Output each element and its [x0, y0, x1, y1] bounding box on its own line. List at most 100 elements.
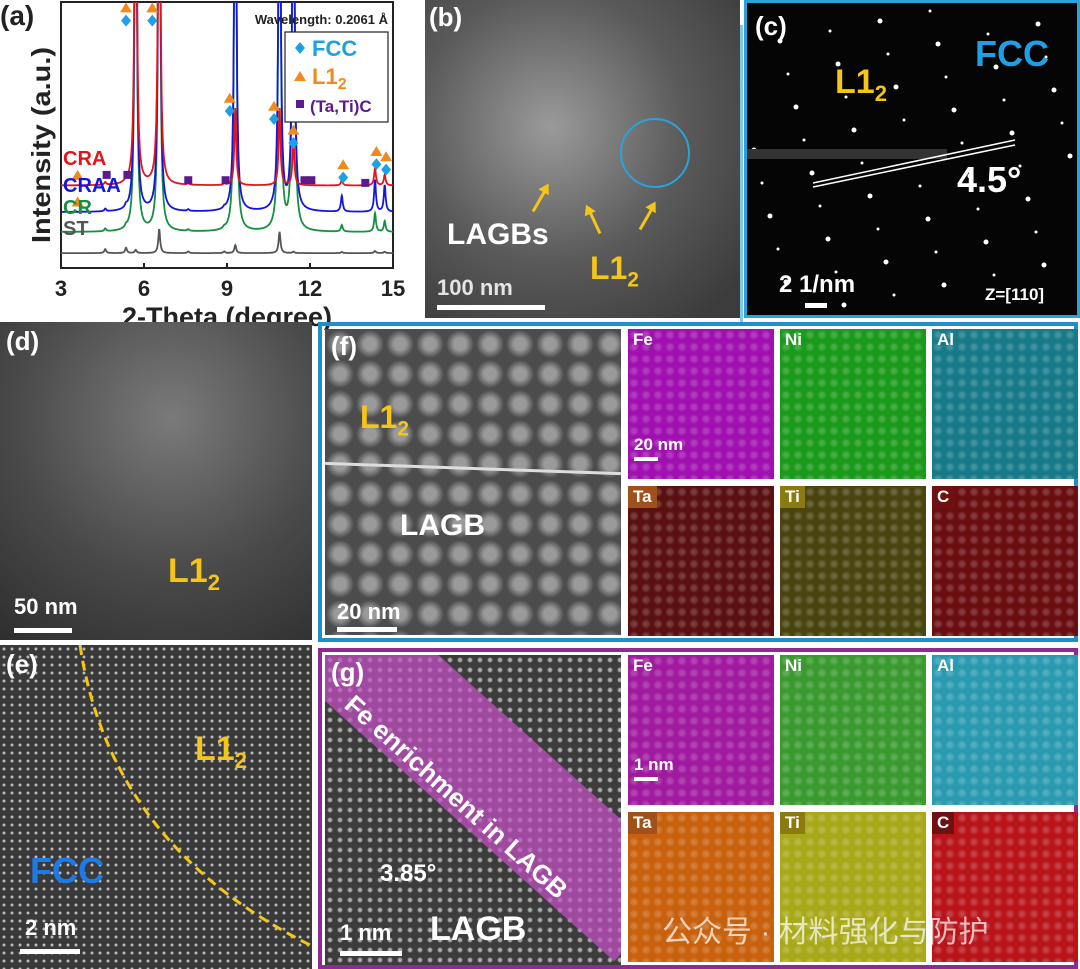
panel-f-image: (f) L12 LAGB 20 nm — [325, 329, 621, 635]
diffraction-spot — [883, 259, 889, 265]
element-map-c: C — [932, 812, 1078, 962]
scale-label: 20 nm — [337, 599, 401, 624]
x-tick-label: 6 — [138, 276, 150, 301]
fcc-label: FCC — [975, 33, 1049, 74]
scale-bar — [805, 303, 827, 308]
phase-marker-square — [361, 178, 370, 187]
diffraction-spot — [902, 118, 906, 122]
scale-bar — [20, 949, 80, 954]
diffraction-spot — [867, 193, 873, 199]
phase-marker-diamond — [121, 14, 132, 27]
phase-boundary — [78, 645, 311, 947]
diffraction-spot — [1067, 153, 1073, 159]
scale-bar — [14, 628, 72, 633]
diffraction-spot — [851, 127, 857, 133]
element-map-ni: Ni — [780, 655, 926, 805]
element-label: Ti — [780, 486, 805, 508]
phase-marker-diamond — [269, 113, 280, 126]
diffraction-spot — [793, 104, 799, 110]
panel-d-label: (d) — [6, 326, 40, 356]
phase-marker-triangle — [71, 196, 84, 207]
diffraction-spot — [1060, 121, 1064, 125]
element-label: C — [932, 486, 955, 508]
element-map-ti: Ti — [780, 486, 926, 636]
element-map-al: Al — [932, 655, 1078, 805]
connector-line — [740, 25, 743, 325]
beam-stopper — [747, 149, 947, 159]
element-label: Fe — [633, 330, 653, 349]
series-label-craa: CRAA — [63, 175, 121, 197]
diffraction-spot — [1035, 21, 1041, 27]
diffraction-spot — [841, 302, 847, 308]
diffraction-spot — [934, 250, 938, 254]
x-tick-label: 3 — [55, 276, 67, 301]
phase-marker-diamond — [381, 163, 392, 176]
angle-line — [812, 144, 1016, 188]
l12-label: L12 — [195, 730, 247, 773]
diffraction-spot — [876, 227, 880, 231]
map-scale-bar — [634, 777, 658, 781]
angle-label: 3.85° — [380, 860, 437, 887]
panel-a-label: (a) — [0, 0, 35, 31]
panel-f: (f) L12 LAGB 20 nm Fe 20 nm Ni Al Ta Ti C — [318, 322, 1078, 642]
diffraction-spot — [877, 18, 883, 24]
diffraction-spot — [760, 181, 764, 185]
element-label: Ta — [628, 812, 657, 834]
element-label: Al — [937, 330, 954, 349]
diffraction-spot — [918, 184, 922, 188]
scale-label: 1 nm — [340, 920, 392, 945]
diffraction-spot — [886, 52, 890, 56]
diffraction-spot — [935, 41, 941, 47]
element-label: Ti — [780, 812, 805, 834]
diffraction-spot — [1051, 87, 1057, 93]
angle-line — [812, 139, 1016, 184]
legend-marker-diamond — [295, 42, 305, 54]
diffraction-spot — [834, 270, 838, 274]
arrow — [638, 204, 656, 231]
diffraction-spot — [983, 239, 989, 245]
phase-marker-triangle — [146, 2, 159, 13]
diffraction-spot — [941, 282, 947, 288]
phase-marker-square — [123, 170, 132, 179]
wavelength-annotation: Wavelength: 0.2061 Å — [255, 12, 389, 27]
y-axis-label: Intensity (a.u.) — [26, 47, 56, 243]
phase-marker-triangle — [120, 2, 133, 13]
panel-c-label: (c) — [755, 11, 787, 41]
phase-marker-triangle — [71, 169, 84, 180]
diffraction-spot — [783, 279, 789, 285]
element-label: Al — [937, 656, 954, 675]
diffraction-spot — [1034, 230, 1038, 234]
diffraction-spot — [967, 173, 973, 179]
zone-axis-label: Z=[110] — [985, 285, 1045, 304]
phase-marker-triangle — [337, 159, 350, 170]
scale-bar — [340, 951, 402, 956]
phase-marker-triangle — [287, 124, 300, 135]
legend-marker-triangle — [294, 71, 306, 81]
xrd-chart: 3 6 9 12 152-Theta (degree)Intensity (a.u.)W… — [26, 1, 405, 330]
scale-label: 100 nm — [437, 275, 513, 300]
element-map-ta: Ta — [628, 486, 774, 636]
map-scale-bar — [634, 457, 658, 461]
panel-d-image: (d) L12 50 nm — [0, 322, 312, 640]
phase-marker-triangle — [223, 92, 236, 103]
l12-label: L12 — [168, 552, 220, 595]
scale-bar — [437, 305, 545, 310]
panel-e-hrtem: (e) L12 FCC 2 nm — [0, 645, 312, 969]
diffraction-spot — [809, 170, 815, 176]
diffraction-spot — [976, 207, 980, 211]
diffraction-spot — [1002, 98, 1006, 102]
diffraction-spot — [951, 107, 957, 113]
element-map-ti: Ti — [780, 812, 926, 962]
panel-b-tem-image: (b) LAGBs L12 100 nm — [425, 0, 740, 318]
scale-label: 50 nm — [14, 594, 78, 619]
diffraction-spot — [928, 9, 932, 13]
diffraction-spot — [1044, 55, 1048, 59]
arrow — [586, 207, 602, 235]
l12-label: L12 — [835, 63, 887, 106]
phase-marker-square — [221, 176, 230, 185]
phase-marker-diamond — [371, 158, 382, 171]
element-map-ni: Ni — [780, 329, 926, 479]
angle-label: 4.5° — [957, 159, 1022, 200]
diffraction-spot — [1025, 196, 1031, 202]
legend-label: FCC — [312, 36, 357, 61]
